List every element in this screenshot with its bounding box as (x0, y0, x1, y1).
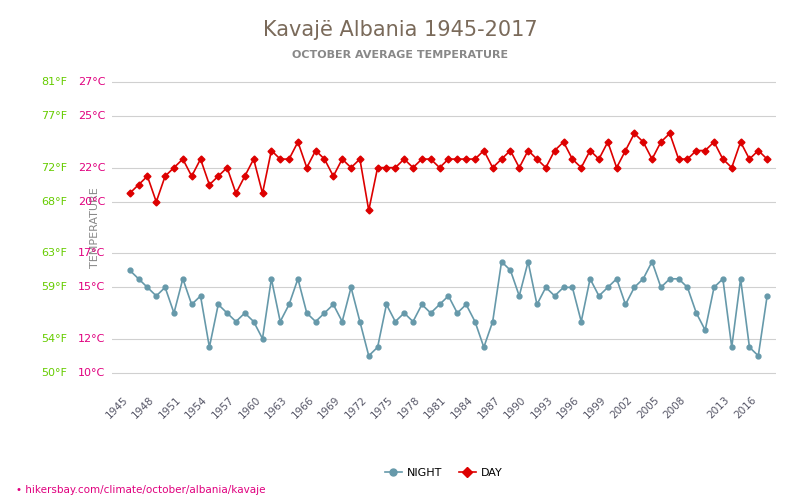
Text: Kavajë Albania 1945-2017: Kavajë Albania 1945-2017 (262, 20, 538, 40)
Text: 54°F: 54°F (41, 334, 67, 344)
Text: 81°F: 81°F (41, 77, 67, 87)
Text: 10°C: 10°C (78, 368, 106, 378)
Text: 20°C: 20°C (78, 197, 106, 207)
Text: 59°F: 59°F (41, 282, 67, 292)
Text: 50°F: 50°F (41, 368, 67, 378)
Text: 72°F: 72°F (41, 162, 67, 172)
Text: 68°F: 68°F (41, 197, 67, 207)
Text: • hikersbay.com/climate/october/albania/kavaje: • hikersbay.com/climate/october/albania/… (16, 485, 266, 495)
Text: 17°C: 17°C (78, 248, 106, 258)
Text: 12°C: 12°C (78, 334, 106, 344)
Legend: NIGHT, DAY: NIGHT, DAY (381, 463, 507, 482)
Text: 22°C: 22°C (78, 162, 106, 172)
Text: 15°C: 15°C (78, 282, 106, 292)
Text: 25°C: 25°C (78, 112, 106, 122)
Text: OCTOBER AVERAGE TEMPERATURE: OCTOBER AVERAGE TEMPERATURE (292, 50, 508, 60)
Text: 63°F: 63°F (41, 248, 67, 258)
Text: 27°C: 27°C (78, 77, 106, 87)
Y-axis label: TEMPERATURE: TEMPERATURE (90, 187, 100, 268)
Text: 77°F: 77°F (41, 112, 67, 122)
